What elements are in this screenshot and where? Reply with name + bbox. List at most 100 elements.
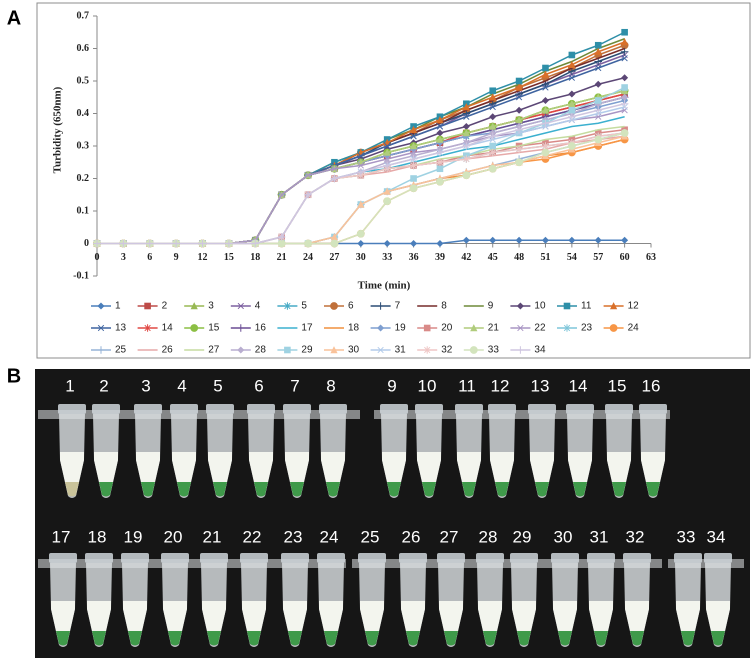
legend-item: 29 [277,345,313,356]
x-tick-label: 54 [567,252,577,263]
marker [621,55,628,62]
marker [541,96,549,105]
marker [410,239,418,248]
marker [489,142,497,150]
x-tick-label: 63 [646,252,656,263]
legend-label: 31 [395,345,407,356]
tube-pellet [681,631,695,646]
tube-cap [170,404,198,414]
tube-label: 5 [213,376,222,395]
tube-pellet [422,482,436,497]
marker [542,84,549,91]
marker [541,70,550,78]
y-tick-label: 0.7 [77,10,90,21]
marker [284,346,291,354]
tube-label: 27 [440,527,459,546]
tube-label: 33 [677,527,696,546]
marker [357,162,364,169]
marker [489,87,497,95]
tube-cap [58,404,86,414]
x-tick-label: 27 [329,252,339,263]
marker [436,123,444,130]
tube-label: 12 [491,376,510,395]
legend-label: 4 [255,301,261,312]
marker [568,236,576,244]
tube-cap [281,553,309,563]
tube-pellet [573,482,587,497]
legend-item: 18 [324,323,360,334]
x-tick-label: 24 [303,252,313,263]
y-tick-label: 0.4 [77,108,90,119]
tube-pellet [594,631,608,646]
marker [424,346,431,354]
legend-item: 4 [230,301,261,312]
marker [489,93,497,101]
tube-cap [206,404,234,414]
legend-label: 28 [255,345,267,356]
marker [567,142,576,150]
marker [563,302,571,310]
marker [568,112,576,121]
legend-label: 19 [395,323,407,334]
marker [145,239,154,248]
tube-label: 15 [608,376,627,395]
marker [515,106,523,114]
tube-label: 17 [52,527,71,546]
legend-item: 33 [463,345,499,356]
x-tick-label: 60 [620,252,630,263]
x-tick-label: 21 [277,252,287,263]
legend-item: 1 [91,301,121,312]
marker [542,64,549,72]
marker [515,236,523,244]
legend-label: 34 [534,345,546,356]
legend-item: 13 [91,323,127,334]
legend-label: 25 [115,345,127,356]
legend-item: 15 [184,323,220,334]
rack-strip [352,559,662,568]
tube-pellet [288,631,302,646]
tube-cap [358,553,386,563]
legend-label: 27 [208,345,220,356]
marker [119,239,128,248]
tube-cap [161,553,189,563]
y-tick-label: 0.3 [77,140,90,151]
marker [469,346,478,354]
tube-cap [566,404,594,414]
x-tick-label: 3 [121,252,126,263]
tube-label: 32 [626,527,645,546]
marker [489,236,497,244]
tube-pellet [56,631,70,646]
x-tick-label: 39 [435,252,445,263]
tube-label: 2 [99,376,108,395]
legend-label: 22 [534,323,546,334]
x-tick-label: 51 [540,252,550,263]
chart-frame [36,2,751,359]
marker [488,164,497,173]
marker [190,302,198,310]
legend-item: 2 [137,301,168,312]
tube-pellet [558,631,572,646]
tube-pellet [92,631,106,646]
marker [516,302,524,310]
marker [330,174,339,183]
tube-pellet [65,482,79,497]
marker [594,236,602,244]
marker [436,116,444,124]
tube-pellet [141,482,155,497]
marker [620,99,629,108]
marker [97,302,105,310]
tube-label: 14 [569,376,588,395]
tube-pellet [612,482,626,497]
tube-cap [674,553,702,563]
marker [436,165,444,173]
x-tick-label: 36 [409,252,419,263]
rack-strip [38,559,346,568]
tube-pellet [646,482,660,497]
marker [568,74,576,81]
legend-label: 10 [534,301,546,312]
marker [357,239,365,248]
tube-pellet [254,482,268,497]
tube-pellet [290,482,304,497]
marker [621,38,629,46]
